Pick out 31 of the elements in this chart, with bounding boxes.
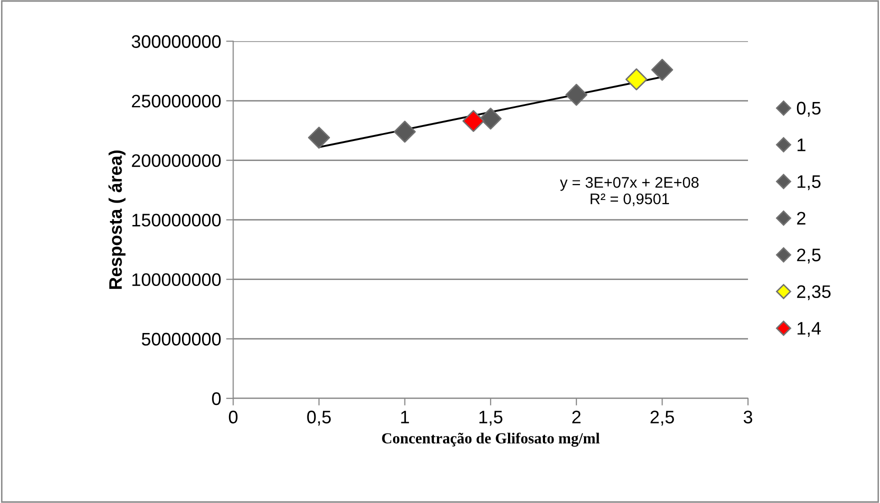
x-tick-label: 1 — [401, 410, 409, 424]
point — [651, 58, 674, 81]
y-tick-label: 100000000 — [132, 273, 221, 286]
y-tick-label: 0 — [212, 392, 221, 406]
y-axis-title: Resposta ( área) — [108, 150, 126, 289]
legend-label: 2 — [797, 212, 806, 224]
legend-label: 1 — [798, 138, 806, 152]
x-tick-label: 2 — [572, 410, 581, 424]
y-tick-label: 200000000 — [132, 154, 221, 168]
legend-label: 2,35 — [797, 285, 831, 300]
x-tick-label: 0 — [228, 410, 238, 424]
y-tick-label: 150000000 — [132, 214, 221, 227]
x-tick-label: 0,5 — [307, 410, 331, 426]
point — [480, 108, 502, 130]
legend-label: 1,5 — [798, 175, 821, 190]
x-tick-label: 1,5 — [479, 410, 502, 426]
x-tick-label: 3 — [744, 410, 752, 424]
point — [394, 120, 416, 143]
x-axis-title: Concentração de Glifosato mg/ml — [382, 432, 600, 447]
x-tick-label: 2,5 — [650, 410, 674, 426]
legend-label: 1,4 — [798, 322, 821, 337]
legend-label: 0,5 — [796, 102, 821, 117]
point — [565, 84, 588, 106]
y-tick-label: 300000000 — [132, 35, 221, 48]
y-tick-label: 250000000 — [132, 94, 221, 108]
legend-label: 2,5 — [797, 248, 821, 264]
point — [308, 126, 330, 149]
y-tick-label: 50000000 — [142, 332, 221, 346]
point — [462, 110, 484, 132]
annotation: y = 3E+07x + 2E+08 R² = 0,9501 — [560, 177, 699, 206]
point — [625, 68, 648, 90]
